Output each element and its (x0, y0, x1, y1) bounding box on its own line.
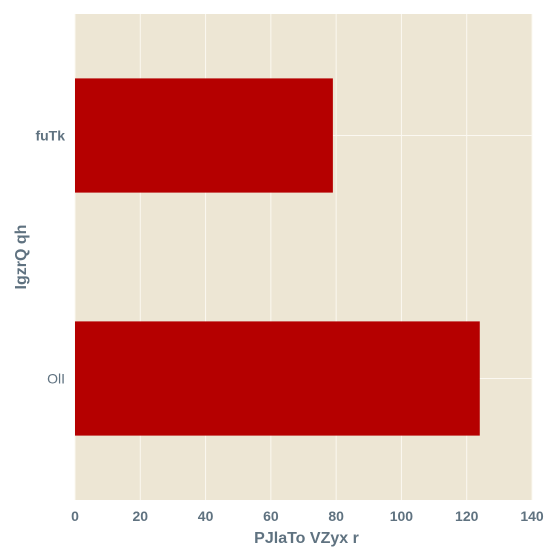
x-axis-ticks: 0 20 40 60 80 100 120 140 (71, 508, 544, 524)
y-category-label: OlI (47, 371, 65, 387)
y-axis-title: IgzrQ qh (13, 225, 30, 290)
x-tick-label: 80 (328, 508, 344, 524)
y-category-label: fuTk (35, 128, 65, 144)
x-tick-label: 120 (455, 508, 479, 524)
x-tick-label: 20 (132, 508, 148, 524)
x-tick-label: 140 (520, 508, 544, 524)
bar-fuTk (75, 78, 333, 193)
x-tick-label: 60 (263, 508, 279, 524)
y-axis-categories: fuTk OlI (35, 128, 65, 387)
x-axis-title: PJlaTo VZyx r (254, 530, 359, 547)
bars (75, 78, 480, 436)
x-tick-label: 100 (390, 508, 414, 524)
x-tick-label: 40 (198, 508, 214, 524)
x-tick-label: 0 (71, 508, 79, 524)
bar-OlI (75, 321, 480, 436)
